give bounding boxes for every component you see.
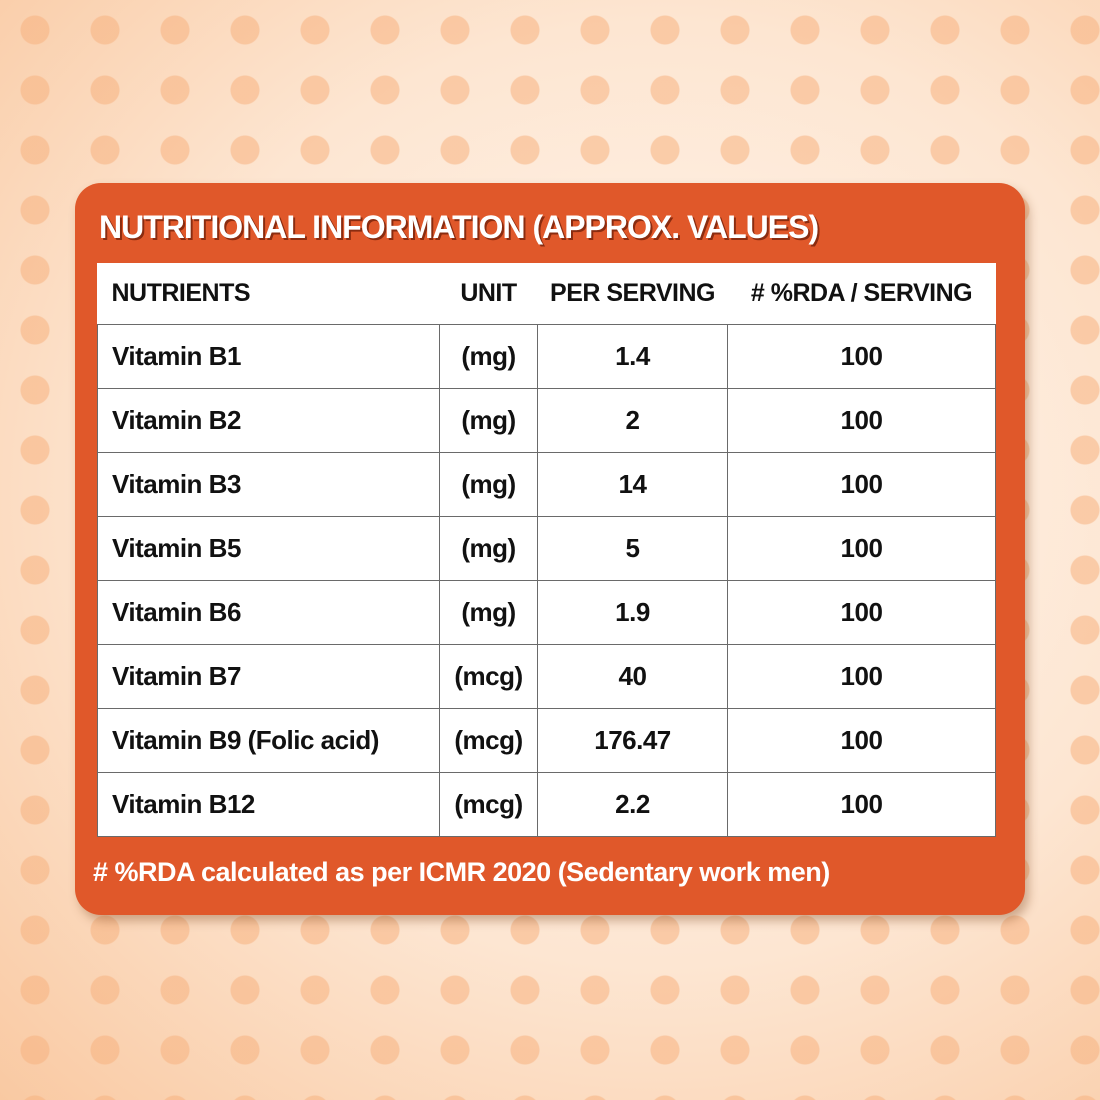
cell-unit: (mcg) bbox=[439, 708, 538, 773]
table-row: Vitamin B5 (mg) 5 100 bbox=[97, 516, 996, 581]
cell-nutrient: Vitamin B9 (Folic acid) bbox=[97, 708, 440, 773]
table-row: Vitamin B7 (mcg) 40 100 bbox=[97, 644, 996, 709]
cell-rda: 100 bbox=[727, 708, 996, 773]
nutrition-panel: NUTRITIONAL INFORMATION (APPROX. VALUES)… bbox=[75, 183, 1025, 915]
cell-per-serving: 14 bbox=[537, 452, 728, 517]
header-per-serving: PER SERVING bbox=[537, 263, 728, 325]
cell-unit: (mg) bbox=[439, 516, 538, 581]
cell-nutrient: Vitamin B2 bbox=[97, 388, 440, 453]
cell-per-serving: 2 bbox=[537, 388, 728, 453]
cell-rda: 100 bbox=[727, 580, 996, 645]
header-unit: UNIT bbox=[439, 263, 538, 325]
cell-unit: (mg) bbox=[439, 388, 538, 453]
table-row: Vitamin B6 (mg) 1.9 100 bbox=[97, 580, 996, 645]
cell-per-serving: 40 bbox=[537, 644, 728, 709]
panel-title: NUTRITIONAL INFORMATION (APPROX. VALUES) bbox=[99, 209, 819, 245]
table-header-row: NUTRIENTS UNIT PER SERVING # %RDA / SERV… bbox=[97, 263, 996, 325]
table-row: Vitamin B2 (mg) 2 100 bbox=[97, 388, 996, 453]
cell-per-serving: 1.4 bbox=[537, 324, 728, 389]
cell-rda: 100 bbox=[727, 772, 996, 837]
cell-nutrient: Vitamin B6 bbox=[97, 580, 440, 645]
cell-unit: (mg) bbox=[439, 580, 538, 645]
cell-nutrient: Vitamin B12 bbox=[97, 772, 440, 837]
cell-nutrient: Vitamin B1 bbox=[97, 324, 440, 389]
cell-nutrient: Vitamin B5 bbox=[97, 516, 440, 581]
cell-rda: 100 bbox=[727, 452, 996, 517]
table-row: Vitamin B12 (mcg) 2.2 100 bbox=[97, 772, 996, 837]
cell-unit: (mg) bbox=[439, 452, 538, 517]
nutrition-table: NUTRIENTS UNIT PER SERVING # %RDA / SERV… bbox=[97, 263, 996, 837]
cell-per-serving: 2.2 bbox=[537, 772, 728, 837]
header-rda: # %RDA / SERVING bbox=[727, 263, 996, 325]
cell-unit: (mg) bbox=[439, 324, 538, 389]
cell-rda: 100 bbox=[727, 324, 996, 389]
table-row: Vitamin B3 (mg) 14 100 bbox=[97, 452, 996, 517]
cell-unit: (mcg) bbox=[439, 772, 538, 837]
cell-nutrient: Vitamin B3 bbox=[97, 452, 440, 517]
cell-rda: 100 bbox=[727, 644, 996, 709]
table-row: Vitamin B9 (Folic acid) (mcg) 176.47 100 bbox=[97, 708, 996, 773]
header-nutrients: NUTRIENTS bbox=[97, 263, 440, 325]
cell-per-serving: 5 bbox=[537, 516, 728, 581]
cell-nutrient: Vitamin B7 bbox=[97, 644, 440, 709]
cell-rda: 100 bbox=[727, 516, 996, 581]
cell-rda: 100 bbox=[727, 388, 996, 453]
footnote: # %RDA calculated as per ICMR 2020 (Sede… bbox=[93, 857, 830, 887]
cell-per-serving: 176.47 bbox=[537, 708, 728, 773]
cell-unit: (mcg) bbox=[439, 644, 538, 709]
cell-per-serving: 1.9 bbox=[537, 580, 728, 645]
table-row: Vitamin B1 (mg) 1.4 100 bbox=[97, 324, 996, 389]
